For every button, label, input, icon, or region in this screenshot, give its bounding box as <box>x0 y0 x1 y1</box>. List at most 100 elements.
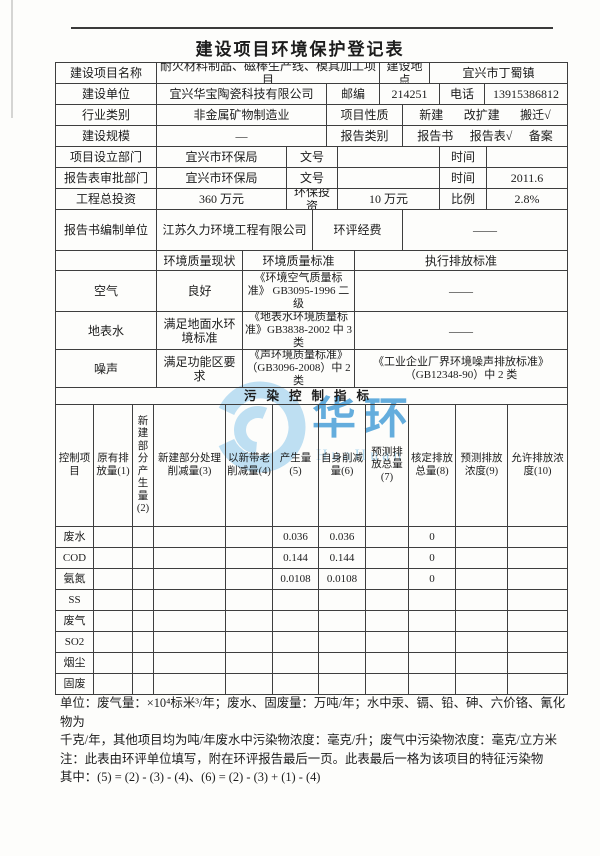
cell-predicted-total <box>366 527 409 547</box>
cell-old-offset <box>226 653 273 673</box>
scale-label: 建设规模 <box>56 126 157 146</box>
env-quality-col-emission: 执行排放标准 <box>424 253 497 268</box>
nature-option-relocate-checked: 搬迁√ <box>520 108 551 122</box>
pollution-col-self-reduced: 自身削减量(6) <box>319 405 366 526</box>
cell-new-produced <box>133 632 154 652</box>
row-review-dept: 报告表审批部门 宜兴市环保局 文号 时间 2011.6 <box>56 167 567 188</box>
cell-predicted-total <box>366 569 409 589</box>
setup-doc-no-label: 文号 <box>287 147 338 167</box>
row-company: 建设单位 宜兴华宝陶瓷科技有限公司 邮编 214251 电话 139153868… <box>56 83 567 104</box>
cell-approved-total: 0 <box>409 569 456 589</box>
cell-predicted-conc <box>456 674 508 694</box>
nature-option-rebuild: 改扩建 <box>463 108 500 122</box>
pollution-col-predicted-total: 预测排放总量(7) <box>366 405 409 526</box>
env-noise-emission: 《工业企业厂界环境噪声排放标准》 （GB12348-90）中 2 类 <box>373 355 549 381</box>
cell-existing <box>94 632 133 652</box>
postcode-label: 邮编 <box>327 84 380 104</box>
cell-predicted-conc <box>456 632 508 652</box>
cell-old-offset <box>226 632 273 652</box>
phone-label: 电话 <box>440 84 485 104</box>
industry-label: 行业类别 <box>56 105 157 125</box>
pollution-row-so2: SO2 <box>56 631 567 652</box>
env-quality-header: 环境质量现状 环境质量标准 执行排放标准 <box>56 250 567 270</box>
cell-new-treated <box>154 590 226 610</box>
setup-dept-value: 宜兴市环保局 <box>157 147 287 167</box>
note-units-line1: 单位：废气量：×10⁴标米³/年；废水、固废量：万吨/年；水中汞、镉、铅、砷、六… <box>60 696 566 729</box>
watermark-subtext: HuaHuan <box>316 447 405 464</box>
report-type-label: 报告类别 <box>327 126 403 146</box>
investment-value: 360 万元 <box>157 189 287 209</box>
cell-old-offset <box>226 548 273 568</box>
cell-approved-total: 0 <box>409 527 456 547</box>
pollution-row-solidwaste: 固废 <box>56 673 567 694</box>
cell-new-treated <box>154 548 226 568</box>
project-name-label: 建设项目名称 <box>56 63 157 83</box>
env-row-air: 空气 良好 《环境空气质量标准》 GB3095-1996 二级 —— <box>56 270 567 311</box>
company-label: 建设单位 <box>56 84 157 104</box>
note-units-line2: 千克/年，其他项目均为吨/年废水中污染物浓度：毫克/升；废气中污染物浓度：毫克/… <box>60 733 558 747</box>
pollution-section-title-row: 污染控制指标 <box>56 387 567 404</box>
report-option-book: 报告书 <box>417 129 454 143</box>
cell-new-produced <box>133 590 154 610</box>
pollution-header-row: 控制项目 原有排放量(1) 新建部分产生量(2) 新建部分处理削减量(3) 以新… <box>56 404 567 526</box>
cell-approved-total <box>409 653 456 673</box>
env-investment-label: 环保投资 <box>287 189 338 209</box>
location-value: 宜兴市丁蜀镇 <box>462 66 535 80</box>
cell-predicted-total <box>366 674 409 694</box>
compiler-value: 江苏久力环境工程有限公司 <box>157 210 313 250</box>
cell-self-reduced: 0.0108 <box>319 569 366 589</box>
row-setup-dept: 项目设立部门 宜兴市环保局 文号 时间 <box>56 146 567 167</box>
nature-options: 新建 改扩建 搬迁√ <box>403 105 567 125</box>
postcode-value: 214251 <box>380 84 440 104</box>
cell-predicted-conc <box>456 548 508 568</box>
cell-produced <box>273 653 319 673</box>
cell-approved-total <box>409 590 456 610</box>
top-rule-line <box>71 27 553 29</box>
report-option-form-checked: 报告表√ <box>469 129 513 143</box>
cell-predicted-total <box>366 611 409 631</box>
cell-predicted-total <box>366 548 409 568</box>
cell-approved-total <box>409 674 456 694</box>
cell-allowed-conc <box>508 527 567 547</box>
cell-predicted-conc <box>456 590 508 610</box>
review-dept-value: 宜兴市环保局 <box>157 168 287 188</box>
cell-produced <box>273 590 319 610</box>
cell-new-produced <box>133 569 154 589</box>
cell-old-offset <box>226 674 273 694</box>
pollution-row-wastewater: 废水 0.036 0.036 0 <box>56 526 567 547</box>
pollution-row-ammonia: 氨氮 0.0108 0.0108 0 <box>56 568 567 589</box>
review-dept-label: 报告表审批部门 <box>56 168 157 188</box>
cell-self-reduced <box>319 674 366 694</box>
pollution-col-produced: 产生量(5) <box>273 405 319 526</box>
scan-edge-artifact <box>11 0 13 118</box>
cell-allowed-conc <box>508 569 567 589</box>
review-time-value: 2011.6 <box>510 171 544 185</box>
setup-time-label: 时间 <box>440 147 487 167</box>
cell-allowed-conc <box>508 548 567 568</box>
row-compiler: 报告书编制单位 江苏久力环境工程有限公司 环评经费 —— <box>56 209 567 250</box>
cell-predicted-conc <box>456 527 508 547</box>
pollutant-name: COD <box>56 548 94 568</box>
note-formula: 其中：(5) = (2) - (3) - (4)、(6) = (2) - (3)… <box>60 770 321 784</box>
review-doc-no-label: 文号 <box>287 168 338 188</box>
cell-self-reduced: 0.144 <box>319 548 366 568</box>
pollution-col-old-offset: 以新带老削减量(4) <box>226 405 273 526</box>
cell-existing <box>94 653 133 673</box>
pollution-col-control-item: 控制项目 <box>56 405 94 526</box>
cell-new-produced <box>133 527 154 547</box>
investment-label: 工程总投资 <box>56 189 157 209</box>
env-water-status: 满足地面水环境标准 <box>157 312 243 349</box>
cell-old-offset <box>226 611 273 631</box>
review-doc-no-value <box>338 168 440 188</box>
env-noise-standard: 《声环境质量标准》 （GB3096-2008）中 2 类 <box>243 350 355 387</box>
nature-label: 项目性质 <box>327 105 403 125</box>
cell-self-reduced <box>319 632 366 652</box>
cell-predicted-conc <box>456 653 508 673</box>
cell-new-produced <box>133 674 154 694</box>
setup-doc-no-value <box>338 147 440 167</box>
cell-predicted-conc <box>456 611 508 631</box>
pollution-row-ss: SS <box>56 589 567 610</box>
pollutant-name: 氨氮 <box>56 569 94 589</box>
eia-fee-value: —— <box>473 223 497 237</box>
